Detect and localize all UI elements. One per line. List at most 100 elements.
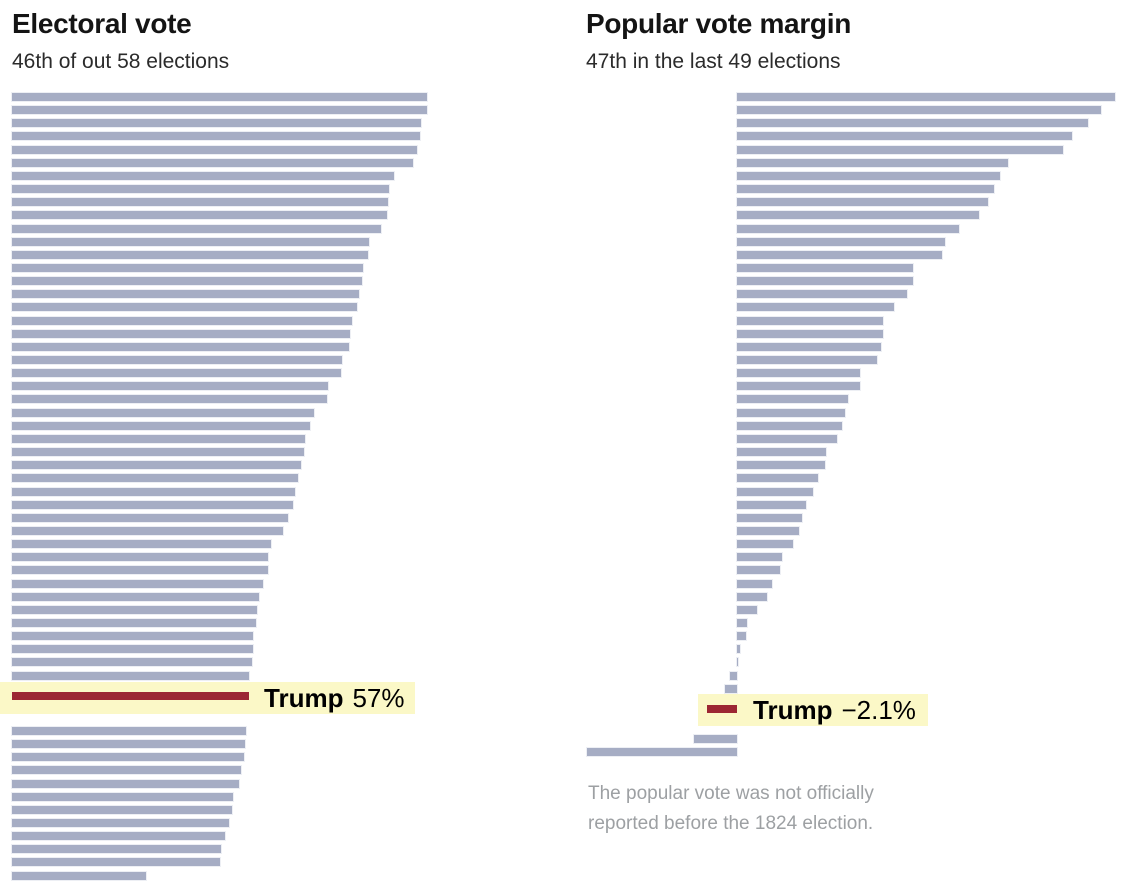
bar (12, 871, 146, 880)
bar (12, 277, 362, 286)
bar (737, 342, 882, 351)
bar (737, 474, 818, 483)
bar (12, 329, 350, 338)
trump-label: Trump 57% (264, 683, 405, 713)
bar (737, 290, 908, 299)
bar (737, 277, 914, 286)
bar (737, 619, 748, 627)
bar (737, 645, 740, 654)
bar (12, 106, 427, 115)
bar (737, 158, 1009, 167)
bar (12, 342, 350, 351)
bar (12, 171, 394, 180)
bar (737, 448, 827, 457)
bar (12, 408, 315, 417)
bar (737, 553, 782, 562)
bar (12, 448, 305, 457)
bar (12, 619, 257, 627)
trump-highlight-band (698, 693, 928, 726)
bar (12, 158, 414, 167)
bar (12, 658, 252, 667)
trump-label-value: 57% (352, 683, 405, 713)
bar (12, 540, 271, 549)
bar (12, 818, 229, 827)
electoral-vote-subtitle: 46th of out 58 elections (12, 50, 230, 73)
bar (737, 132, 1072, 141)
bar (737, 224, 960, 233)
bar (737, 461, 826, 470)
bar (12, 382, 328, 391)
bar (737, 316, 883, 325)
bar (12, 224, 381, 233)
bar (12, 832, 226, 841)
bar (12, 474, 298, 483)
bar (737, 211, 980, 220)
bar (737, 185, 994, 194)
bar (737, 434, 837, 443)
bar (12, 779, 239, 788)
bar (737, 93, 1116, 101)
bar (12, 421, 311, 430)
bar (737, 382, 860, 391)
bar (12, 526, 283, 535)
bar (729, 671, 737, 680)
bar (12, 726, 247, 735)
bar (737, 145, 1064, 154)
bar (12, 395, 328, 404)
bar (12, 132, 420, 141)
bar (737, 500, 807, 509)
bar (737, 658, 739, 667)
bar (737, 369, 860, 378)
trump-highlight-band (0, 681, 415, 714)
bar (12, 753, 244, 762)
bar (737, 487, 814, 496)
bar (12, 303, 358, 312)
bar (12, 632, 254, 641)
bar (737, 329, 883, 338)
bar (586, 748, 737, 757)
trump-label: Trump −2.1% (753, 695, 916, 725)
bar (737, 592, 768, 601)
bar (12, 645, 253, 654)
bar (737, 303, 895, 312)
bar (737, 513, 802, 522)
bar (12, 766, 242, 775)
bar (12, 290, 359, 299)
trump-label-name: Trump (753, 695, 833, 725)
bar (737, 421, 843, 430)
bar (12, 198, 388, 207)
bar (12, 566, 269, 575)
popular-vote-margin-subtitle: 47th in the last 49 elections (586, 50, 841, 73)
bar (693, 735, 737, 744)
bar (12, 579, 264, 588)
bar (12, 250, 369, 259)
bar (737, 408, 846, 417)
bar (12, 845, 222, 854)
bar (12, 461, 302, 470)
bar (737, 540, 794, 549)
bar (12, 316, 352, 325)
bar (12, 858, 220, 867)
bar (737, 237, 945, 246)
trump-bar (706, 704, 737, 713)
bar (737, 579, 772, 588)
bar (12, 211, 387, 220)
bar (12, 805, 232, 814)
bar (12, 185, 390, 194)
bar (12, 263, 364, 272)
bar (12, 119, 421, 128)
trump-bar (12, 691, 249, 700)
bar (737, 171, 1000, 180)
bar (737, 395, 849, 404)
bar (737, 632, 746, 641)
electoral-vote-title: Electoral vote (12, 8, 192, 39)
bar (12, 369, 341, 378)
bar (12, 553, 269, 562)
bar (737, 356, 877, 364)
bar (12, 93, 427, 101)
popular-vote-note: The popular vote was not officially repo… (588, 783, 874, 834)
bar (12, 145, 418, 154)
bar (12, 356, 343, 364)
